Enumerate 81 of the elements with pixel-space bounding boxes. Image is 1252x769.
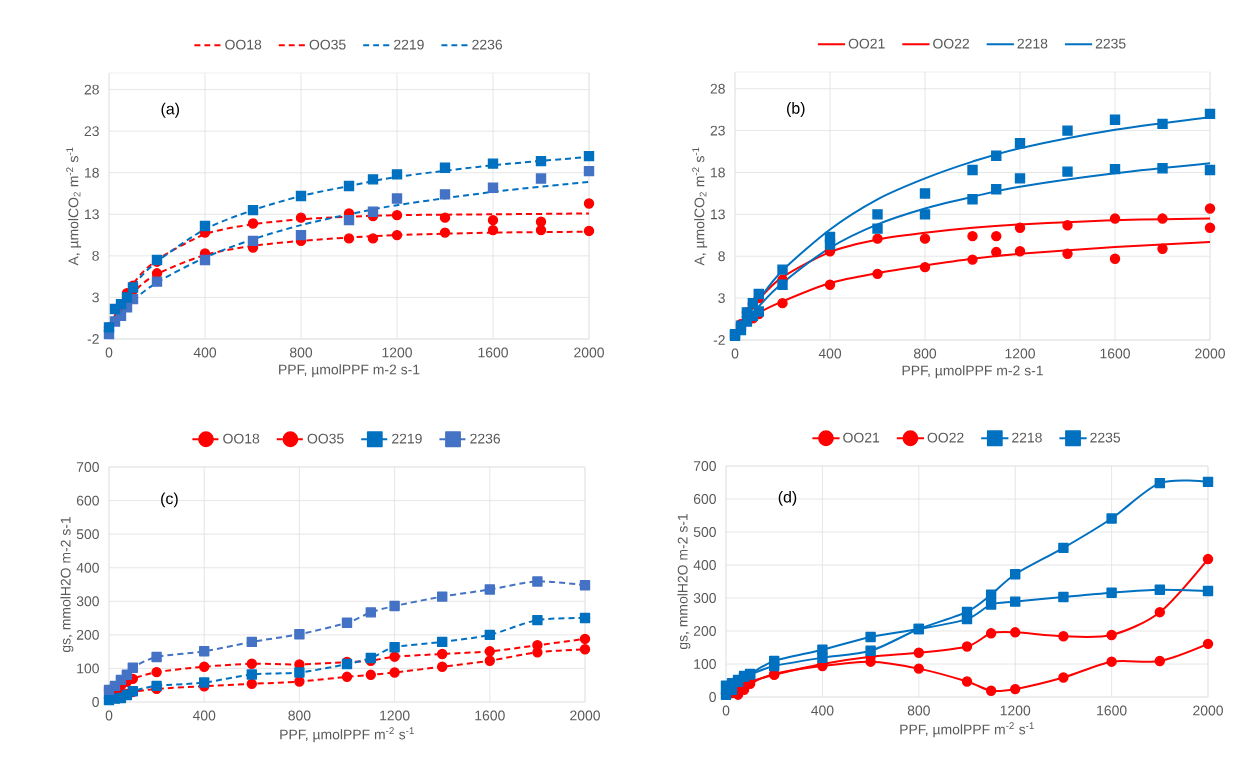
x-tick-label: 1200 xyxy=(1005,348,1035,359)
y-tick-label: -2 xyxy=(713,335,725,345)
y-axis-title: gs, mmolH2O m-2 s-1 xyxy=(60,517,74,653)
y-axis-title: gs, mmolH2O m-2 s-1 xyxy=(677,514,691,650)
x-tick-label: 1200 xyxy=(380,710,410,721)
x-axis-title: PPF, µmolPPF m$^{-2}$ s$^{-1}$ xyxy=(900,722,1034,738)
legend-label: OO18 xyxy=(225,39,262,50)
x-tick-label: 400 xyxy=(818,348,842,359)
annotation: (b) xyxy=(787,102,805,117)
y-tick-label: 28 xyxy=(84,84,99,95)
y-tick-label: 200 xyxy=(693,626,716,636)
y-tick-label: 8 xyxy=(92,250,99,261)
x-tick-label: 1600 xyxy=(478,347,508,358)
y-tick-label: 3 xyxy=(92,292,99,303)
x-axis-title: PPF, µmolPPF m-2 s-1 xyxy=(902,365,1043,379)
y-tick-label: 400 xyxy=(76,562,99,573)
y-tick-label: 500 xyxy=(76,529,99,540)
legend-label: 2236 xyxy=(470,433,501,444)
annotation: (a) xyxy=(161,102,180,118)
legend-label: OO21 xyxy=(843,432,880,443)
y-tick-label: 28 xyxy=(710,83,725,94)
x-tick-label: 1600 xyxy=(475,710,505,721)
legend-label: 2218 xyxy=(1017,38,1048,49)
y-tick-label: 600 xyxy=(693,494,716,504)
y-tick-label: 400 xyxy=(693,560,716,570)
x-tick-label: 2000 xyxy=(570,710,600,721)
x-tick-label: 800 xyxy=(907,705,930,716)
x-tick-label: 1200 xyxy=(1000,705,1031,716)
legend-label: 2235 xyxy=(1090,432,1121,443)
y-axis-title: A, µmolCO$_{2}$ m$^{-2}$ s$^{-1}$ xyxy=(66,147,82,266)
x-tick-label: 800 xyxy=(289,347,313,358)
x-tick-label: 400 xyxy=(192,710,216,721)
legend-label: 2218 xyxy=(1012,432,1042,443)
y-tick-label: 600 xyxy=(76,495,99,506)
y-tick-label: 200 xyxy=(76,629,99,640)
x-tick-label: 800 xyxy=(288,710,311,721)
y-tick-label: 0 xyxy=(92,697,99,707)
legend-label: 2219 xyxy=(394,39,424,50)
x-tick-label: 2000 xyxy=(1195,348,1225,359)
y-tick-label: -2 xyxy=(87,334,99,344)
legend-label: 2236 xyxy=(472,39,503,50)
x-tick-label: 1600 xyxy=(1100,348,1130,359)
x-tick-label: 0 xyxy=(105,347,113,358)
annotation: (d) xyxy=(778,490,797,506)
y-tick-label: 18 xyxy=(711,167,725,178)
x-tick-label: 1600 xyxy=(1097,705,1127,716)
x-tick-label: 2000 xyxy=(574,347,604,358)
legend-label: 2235 xyxy=(1095,38,1126,49)
legend-label: OO22 xyxy=(933,38,970,49)
legend-label: OO22 xyxy=(927,432,964,443)
y-tick-label: 13 xyxy=(711,209,725,220)
x-axis-title: PPF, µmolPPF m-2 s-1 xyxy=(279,364,420,378)
x-tick-label: 0 xyxy=(731,348,739,359)
y-tick-label: 300 xyxy=(693,593,716,603)
legend-label: 2219 xyxy=(392,433,422,444)
x-tick-label: 400 xyxy=(193,347,217,358)
y-tick-label: 700 xyxy=(76,462,99,472)
y-tick-label: 700 xyxy=(693,461,716,471)
y-axis-title: A, µmolCO$_{2}$ m$^{-2}$ s$^{-1}$ xyxy=(692,147,708,266)
y-tick-label: 23 xyxy=(84,126,99,137)
y-tick-label: 300 xyxy=(76,596,99,607)
legend-label: OO35 xyxy=(309,39,346,50)
y-tick-label: 23 xyxy=(710,125,725,136)
x-tick-label: 800 xyxy=(913,348,937,359)
legend-label: OO21 xyxy=(848,38,885,49)
y-tick-label: 8 xyxy=(718,251,725,262)
y-tick-label: 100 xyxy=(694,659,716,669)
y-tick-label: 0 xyxy=(709,692,716,702)
legend-label: OO35 xyxy=(307,433,344,444)
y-tick-label: 500 xyxy=(693,527,716,537)
annotation: (c) xyxy=(161,492,178,508)
y-tick-label: 3 xyxy=(718,293,725,304)
x-tick-label: 1200 xyxy=(382,347,412,358)
y-tick-label: 13 xyxy=(85,209,99,220)
x-axis-title: PPF, µmolPPF m$^{-2}$ s$^{-1}$ xyxy=(280,727,414,743)
legend-label: OO18 xyxy=(223,433,260,444)
x-tick-label: 0 xyxy=(105,710,113,721)
x-tick-label: 2000 xyxy=(1193,705,1223,716)
x-tick-label: 400 xyxy=(811,705,834,716)
y-tick-label: 100 xyxy=(77,663,99,674)
y-tick-label: 18 xyxy=(85,167,99,178)
